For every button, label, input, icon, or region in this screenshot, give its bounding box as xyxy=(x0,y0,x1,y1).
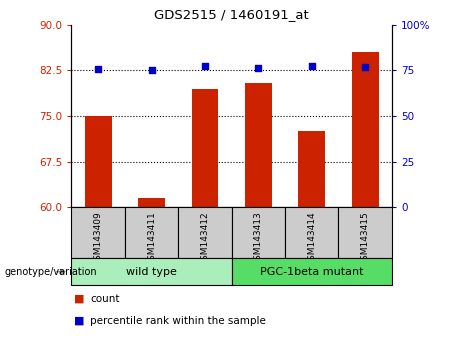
Bar xyxy=(192,88,219,207)
Point xyxy=(308,63,315,69)
Bar xyxy=(85,116,112,207)
Text: ■: ■ xyxy=(74,316,84,326)
Text: genotype/variation: genotype/variation xyxy=(5,267,97,277)
Bar xyxy=(298,131,325,207)
Point xyxy=(254,65,262,70)
Bar xyxy=(245,82,272,207)
Text: GSM143415: GSM143415 xyxy=(361,211,370,266)
Point xyxy=(361,64,369,69)
Text: count: count xyxy=(90,294,119,304)
Bar xyxy=(71,207,125,258)
Title: GDS2515 / 1460191_at: GDS2515 / 1460191_at xyxy=(154,8,309,21)
Bar xyxy=(71,258,231,285)
Text: GSM143411: GSM143411 xyxy=(147,211,156,266)
Bar xyxy=(231,258,392,285)
Text: ■: ■ xyxy=(74,294,84,304)
Point xyxy=(148,68,155,73)
Bar xyxy=(285,207,338,258)
Bar xyxy=(352,52,378,207)
Text: GSM143414: GSM143414 xyxy=(307,211,316,266)
Bar xyxy=(231,207,285,258)
Bar xyxy=(125,207,178,258)
Bar xyxy=(138,198,165,207)
Text: wild type: wild type xyxy=(126,267,177,277)
Bar xyxy=(178,207,231,258)
Bar xyxy=(338,207,392,258)
Text: PGC-1beta mutant: PGC-1beta mutant xyxy=(260,267,364,277)
Text: percentile rank within the sample: percentile rank within the sample xyxy=(90,316,266,326)
Text: GSM143409: GSM143409 xyxy=(94,211,103,266)
Text: GSM143412: GSM143412 xyxy=(201,211,209,266)
Point xyxy=(95,67,102,72)
Text: GSM143413: GSM143413 xyxy=(254,211,263,266)
Point xyxy=(201,63,209,69)
